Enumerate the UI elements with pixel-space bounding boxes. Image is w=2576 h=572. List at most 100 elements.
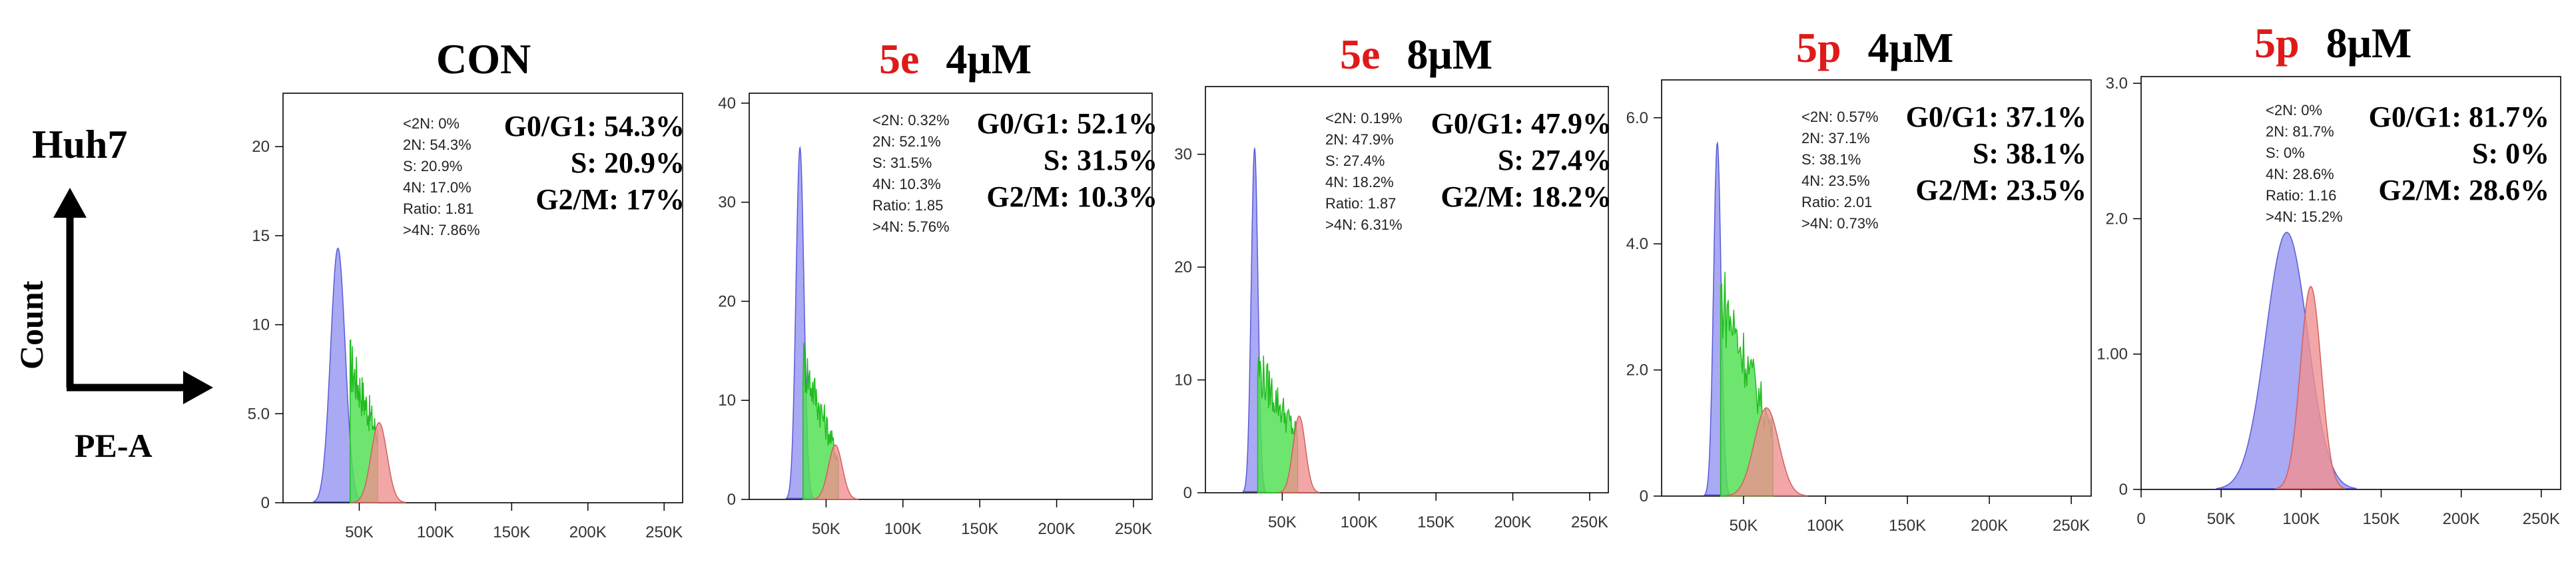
x-tick-label: 0 bbox=[2136, 510, 2145, 528]
y-tick-label: 2.0 bbox=[2106, 210, 2128, 228]
x-tick-label: 250K bbox=[1115, 520, 1152, 538]
panel-3-dose: 8μM bbox=[1407, 31, 1493, 78]
panel-2-dose: 4μM bbox=[946, 35, 1032, 83]
y-tick-label: 3.0 bbox=[2106, 75, 2128, 93]
y-tick-label: 1.00 bbox=[2096, 346, 2128, 364]
x-tick-label: 250K bbox=[2523, 510, 2560, 528]
phase-stat: G0/G1: 54.3% bbox=[503, 110, 685, 143]
count-arrowhead bbox=[53, 188, 87, 218]
gate-stat: S: 20.9% bbox=[403, 158, 463, 174]
x-tick-label: 100K bbox=[417, 523, 454, 541]
gate-stat: <2N: 0% bbox=[403, 115, 460, 132]
y-tick-label: 0 bbox=[1183, 484, 1192, 502]
gate-stat: <2N: 0.32% bbox=[872, 112, 950, 129]
gate-stat: >4N: 5.76% bbox=[872, 218, 950, 235]
gate-stat: 2N: 54.3% bbox=[403, 137, 472, 153]
phase-stat: G0/G1: 47.9% bbox=[1431, 107, 1612, 140]
panel-2: 50K 100K 150K 200K 250K 0 10 20 30 40 bbox=[718, 93, 1153, 538]
y-tick-label: 4.0 bbox=[1626, 235, 1648, 253]
g2m-peak bbox=[811, 444, 859, 500]
x-tick-label: 50K bbox=[812, 520, 840, 538]
y-tick-label: 10 bbox=[252, 316, 270, 334]
g1-peak bbox=[2216, 231, 2357, 489]
phase-stat: S: 38.1% bbox=[1972, 137, 2087, 170]
phase-stat: G2/M: 18.2% bbox=[1441, 180, 1612, 213]
panel-2-gate-stats: <2N: 0.32% 2N: 52.1% S: 31.5% 4N: 10.3% … bbox=[872, 110, 950, 238]
y-tick-label: 10 bbox=[1174, 372, 1192, 390]
count-axis-label: Count bbox=[13, 280, 50, 370]
panel-2-compound: 5e bbox=[879, 35, 920, 83]
y-tick-label: 20 bbox=[1174, 258, 1192, 276]
gate-stat: <2N: 0.19% bbox=[1325, 110, 1403, 127]
x-tick-label: 200K bbox=[1038, 520, 1076, 538]
gate-stat: 2N: 81.7% bbox=[2266, 123, 2334, 140]
gate-stat: >4N: 0.73% bbox=[1801, 215, 1879, 232]
x-tick-label: 200K bbox=[569, 523, 607, 541]
gate-stat: Ratio: 1.16 bbox=[2266, 187, 2337, 204]
x-tick-label: 100K bbox=[1807, 517, 1844, 535]
x-tick-label: 100K bbox=[884, 520, 922, 538]
gate-stat: >4N: 6.31% bbox=[1325, 216, 1403, 233]
panel-1-title: CON bbox=[436, 35, 531, 84]
gate-stat: 4N: 23.5% bbox=[1801, 172, 1870, 189]
gate-stat: Ratio: 1.87 bbox=[1325, 195, 1397, 212]
y-tick-label: 0 bbox=[2119, 481, 2128, 499]
panel-4-phase-stats: G0/G1: 37.1% S: 38.1% G2/M: 23.5% bbox=[1906, 99, 2087, 208]
x-tick-label: 50K bbox=[345, 523, 374, 541]
panel-3-gate-stats: <2N: 0.19% 2N: 47.9% S: 27.4% 4N: 18.2% … bbox=[1325, 108, 1403, 236]
panel-5-compound: 5p bbox=[2254, 19, 2300, 67]
panel-2-phase-stats: G0/G1: 52.1% S: 31.5% G2/M: 10.3% bbox=[977, 105, 1157, 215]
gate-stat: <2N: 0% bbox=[2266, 102, 2322, 119]
panel-5: 0 50K 100K 150K 200K 250K 0 1.00 2.0 3.0 bbox=[2096, 75, 2561, 528]
panel-4-gate-stats: <2N: 0.57% 2N: 37.1% S: 38.1% 4N: 23.5% … bbox=[1801, 107, 1879, 234]
phase-stat: G2/M: 10.3% bbox=[986, 180, 1157, 213]
gate-stat: 2N: 37.1% bbox=[1801, 130, 1870, 146]
y-tick-label: 2.0 bbox=[1626, 362, 1648, 380]
y-tick-label: 6.0 bbox=[1626, 109, 1648, 127]
gate-stat: 4N: 18.2% bbox=[1325, 174, 1394, 190]
panel-3-phase-stats: G0/G1: 47.9% S: 27.4% G2/M: 18.2% bbox=[1431, 105, 1612, 215]
phase-stat: G2/M: 17% bbox=[535, 183, 685, 216]
x-tick-label: 200K bbox=[1971, 517, 2008, 535]
gate-stat: 4N: 10.3% bbox=[872, 176, 941, 192]
y-tick-label: 30 bbox=[718, 194, 736, 212]
gate-stat: 2N: 47.9% bbox=[1325, 131, 1394, 148]
gate-stat: >4N: 7.86% bbox=[403, 222, 480, 238]
pea-axis-label: PE-A bbox=[75, 427, 153, 464]
phase-stat: G0/G1: 37.1% bbox=[1905, 101, 2087, 133]
x-tick-label: 50K bbox=[1730, 517, 1758, 535]
y-tick-label: 0 bbox=[727, 491, 736, 509]
histogram-panels: 50K 100K 150K 200K 250K 0 5.0 10 15 20 50K 100K 150K… bbox=[248, 75, 2561, 541]
g2m-peak bbox=[352, 422, 406, 503]
panel-1-compound: CON bbox=[436, 35, 531, 83]
gate-stat: S: 31.5% bbox=[872, 154, 932, 171]
y-tick-label: 10 bbox=[718, 392, 736, 410]
gate-stat: Ratio: 2.01 bbox=[1801, 194, 1873, 210]
gate-stat: S: 27.4% bbox=[1325, 152, 1385, 169]
x-tick-label: 50K bbox=[1268, 513, 1297, 531]
pea-arrowhead bbox=[183, 371, 213, 404]
gate-stat: 2N: 52.1% bbox=[872, 133, 941, 150]
x-tick-label: 50K bbox=[2207, 510, 2236, 528]
cell-line-label: Huh7 bbox=[32, 123, 128, 166]
panel-1-phase-stats: G0/G1: 54.3% S: 20.9% G2/M: 17% bbox=[504, 108, 685, 218]
y-tick-label: 15 bbox=[252, 227, 270, 245]
x-tick-label: 150K bbox=[1417, 513, 1454, 531]
panel-2-title: 5e 4μM bbox=[879, 35, 1032, 84]
phase-stat: G0/G1: 81.7% bbox=[2368, 101, 2549, 133]
x-tick-label: 150K bbox=[961, 520, 998, 538]
s-phase-region bbox=[1257, 356, 1299, 493]
panel-5-title: 5p 8μM bbox=[2254, 19, 2412, 68]
phase-stat: G0/G1: 52.1% bbox=[976, 107, 1157, 140]
g2m-peak bbox=[1278, 415, 1320, 493]
panel-1-gate-stats: <2N: 0% 2N: 54.3% S: 20.9% 4N: 17.0% Rat… bbox=[403, 113, 480, 241]
y-tick-label: 30 bbox=[1174, 146, 1192, 164]
g2m-peak bbox=[2275, 286, 2346, 489]
y-tick-label: 0 bbox=[1640, 487, 1648, 505]
x-tick-label: 100K bbox=[1341, 513, 1378, 531]
x-tick-label: 150K bbox=[1889, 517, 1926, 535]
panel-5-gate-stats: <2N: 0% 2N: 81.7% S: 0% 4N: 28.6% Ratio:… bbox=[2266, 100, 2343, 228]
panel-5-phase-stats: G0/G1: 81.7% S: 0% G2/M: 28.6% bbox=[2369, 99, 2549, 208]
plot-frame bbox=[2140, 76, 2561, 490]
